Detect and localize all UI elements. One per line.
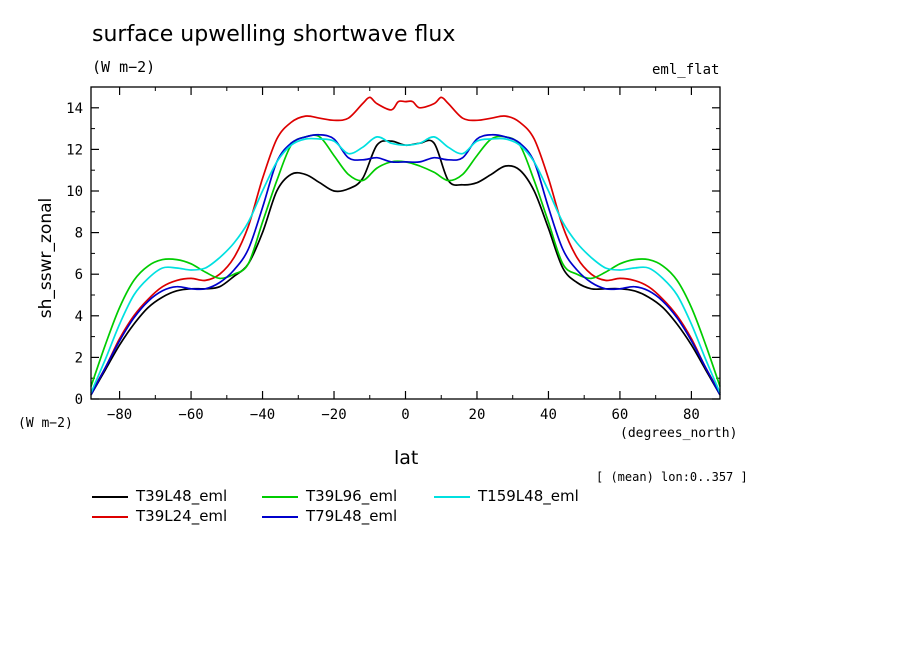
y-tick-label: 4 bbox=[75, 309, 83, 325]
y-tick-label: 6 bbox=[75, 267, 83, 283]
chart-units: (W m−2) bbox=[92, 58, 156, 76]
x-axis-units: (degrees_north) bbox=[620, 426, 738, 441]
series-line-T79L48_eml bbox=[90, 133, 721, 396]
x-tick-label: 80 bbox=[683, 407, 700, 423]
legend-swatch bbox=[262, 496, 298, 498]
y-tick-label: 12 bbox=[66, 142, 83, 158]
legend-swatch bbox=[92, 516, 128, 518]
chart-title: surface upwelling shortwave flux bbox=[92, 22, 456, 47]
legend-label: T159L48_eml bbox=[478, 487, 579, 505]
y-tick-label: 8 bbox=[75, 226, 83, 242]
chart-subtitle: eml_flat bbox=[652, 62, 720, 78]
x-axis-label: lat bbox=[394, 447, 419, 469]
y-tick-label: 14 bbox=[66, 101, 83, 117]
y-tick-label: 2 bbox=[75, 350, 83, 366]
x-tick-label: −80 bbox=[107, 407, 132, 423]
x-tick-label: 0 bbox=[401, 407, 409, 423]
plot-frame bbox=[90, 86, 721, 400]
x-tick-label: −40 bbox=[250, 407, 275, 423]
y-axis-label: sh_sswr_zonal bbox=[36, 197, 56, 319]
legend-swatch bbox=[92, 496, 128, 498]
series-line-T39L48_eml bbox=[90, 139, 721, 396]
legend-label: T39L96_eml bbox=[306, 487, 398, 505]
axis-tick-labels: −80 −60 −40 −20 0 20 40 60 80 0 2 4 6 8 10 12 14 bbox=[66, 101, 700, 423]
series-line-T39L96_eml bbox=[90, 134, 721, 387]
x-tick-label: 20 bbox=[469, 407, 486, 423]
legend-swatch bbox=[434, 496, 470, 498]
series-lines bbox=[90, 96, 721, 396]
legend-label: T39L48_eml bbox=[136, 487, 228, 505]
mean-annotation: [ (mean) lon:0..357 ] bbox=[596, 470, 748, 484]
legend-swatch bbox=[262, 516, 298, 518]
series-line-T39L24_eml bbox=[90, 96, 721, 394]
x-tick-label: 40 bbox=[540, 407, 557, 423]
legend-label: T39L24_eml bbox=[136, 507, 228, 525]
y-axis-units: (W m−2) bbox=[18, 416, 73, 431]
y-tick-label: 0 bbox=[75, 392, 83, 408]
x-tick-label: −60 bbox=[178, 407, 203, 423]
y-tick-label: 10 bbox=[66, 184, 83, 200]
legend-label: T79L48_eml bbox=[306, 507, 398, 525]
series-line-T159L48_eml bbox=[90, 136, 721, 394]
x-tick-label: 60 bbox=[612, 407, 629, 423]
x-tick-label: −20 bbox=[321, 407, 346, 423]
axis-ticks bbox=[91, 87, 720, 400]
